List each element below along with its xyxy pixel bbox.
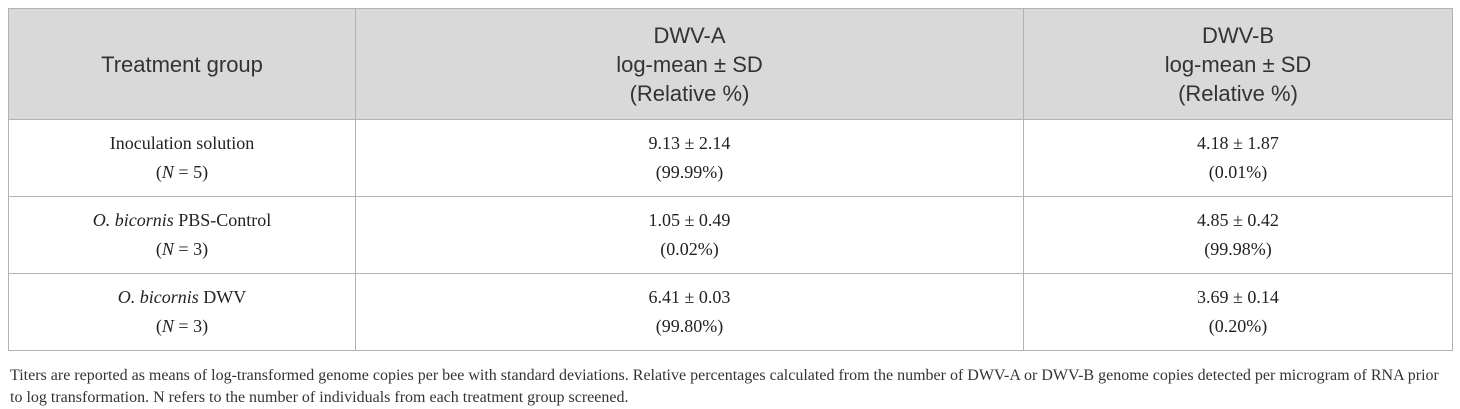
dwv-b-value: 4.85 ± 0.42: [1197, 210, 1279, 230]
header-dwv-b-relative: (Relative %): [1178, 80, 1298, 106]
sample-size: (N = 3): [9, 235, 355, 264]
treatment-group-cell: Inoculation solution (N = 5): [8, 119, 356, 197]
header-dwv-b: DWV-B log-mean ± SD (Relative %): [1023, 8, 1453, 120]
sample-size-var: N: [161, 239, 174, 259]
group-label: PBS-Control: [173, 210, 272, 230]
header-treatment-group-label: Treatment group: [101, 51, 263, 77]
dwv-a-cell: 9.13 ± 2.14 (99.99%): [355, 119, 1024, 197]
sample-size-open: (: [155, 316, 162, 336]
sample-size-open: (: [155, 162, 162, 182]
group-label: Inoculation solution: [109, 133, 255, 153]
header-treatment-group: Treatment group: [8, 8, 356, 120]
dwv-a-value: 6.41 ± 0.03: [648, 287, 731, 307]
dwv-a-percent: (0.02%): [660, 239, 719, 259]
treatment-group-cell: O. bicornis DWV (N = 3): [8, 273, 356, 351]
group-label: DWV: [198, 287, 247, 307]
results-table-container: Treatment group DWV-A log-mean ± SD (Rel…: [8, 8, 1453, 351]
treatment-group-name: Inoculation solution: [9, 129, 355, 158]
dwv-b-cell: 4.85 ± 0.42 (99.98%): [1023, 196, 1453, 274]
dwv-a-percent: (99.80%): [655, 316, 724, 336]
sample-size-var: N: [161, 162, 174, 182]
header-dwv-a: DWV-A log-mean ± SD (Relative %): [355, 8, 1024, 120]
treatment-group-name: O. bicornis PBS-Control: [9, 206, 355, 235]
sample-size-open: (: [155, 239, 162, 259]
header-dwv-b-title: DWV-B: [1201, 22, 1275, 48]
dwv-b-percent: (0.01%): [1208, 162, 1268, 182]
treatment-group-name: O. bicornis DWV: [9, 283, 355, 312]
dwv-a-cell: 1.05 ± 0.49 (0.02%): [355, 196, 1024, 274]
dwv-b-value: 4.18 ± 1.87: [1197, 133, 1279, 153]
header-dwv-b-measure: log-mean ± SD: [1164, 51, 1312, 77]
dwv-a-cell: 6.41 ± 0.03 (99.80%): [355, 273, 1024, 351]
treatment-group-cell: O. bicornis PBS-Control (N = 3): [8, 196, 356, 274]
table-row: Inoculation solution (N = 5) 9.13 ± 2.14…: [8, 119, 1453, 197]
header-dwv-a-measure: log-mean ± SD: [616, 51, 763, 77]
dwv-a-value: 9.13 ± 2.14: [648, 133, 731, 153]
table-header: Treatment group DWV-A log-mean ± SD (Rel…: [8, 8, 1453, 120]
sample-size: (N = 5): [9, 158, 355, 187]
table-row: O. bicornis DWV (N = 3) 6.41 ± 0.03 (99.…: [8, 273, 1453, 351]
dwv-b-cell: 3.69 ± 0.14 (0.20%): [1023, 273, 1453, 351]
dwv-b-percent: (0.20%): [1208, 316, 1268, 336]
dwv-b-percent: (99.98%): [1204, 239, 1272, 259]
sample-size: (N = 3): [9, 312, 355, 341]
dwv-b-value: 3.69 ± 0.14: [1197, 287, 1279, 307]
header-row: Treatment group DWV-A log-mean ± SD (Rel…: [8, 8, 1453, 120]
table-row: O. bicornis PBS-Control (N = 3) 1.05 ± 0…: [8, 196, 1453, 274]
header-dwv-a-relative: (Relative %): [629, 80, 750, 106]
sample-size-value: = 3): [173, 239, 209, 259]
header-dwv-a-title: DWV-A: [653, 22, 726, 48]
table-footnote: Titers are reported as means of log-tran…: [10, 367, 1439, 406]
sample-size-var: N: [161, 316, 174, 336]
species-name: O. bicornis: [117, 287, 199, 307]
sample-size-value: = 3): [173, 316, 209, 336]
dwv-a-value: 1.05 ± 0.49: [648, 210, 731, 230]
sample-size-value: = 5): [173, 162, 209, 182]
species-name: O. bicornis: [92, 210, 174, 230]
dwv-a-percent: (99.99%): [655, 162, 724, 182]
table-body: Inoculation solution (N = 5) 9.13 ± 2.14…: [8, 119, 1453, 351]
dwv-b-cell: 4.18 ± 1.87 (0.01%): [1023, 119, 1453, 197]
results-table: Treatment group DWV-A log-mean ± SD (Rel…: [8, 8, 1453, 351]
